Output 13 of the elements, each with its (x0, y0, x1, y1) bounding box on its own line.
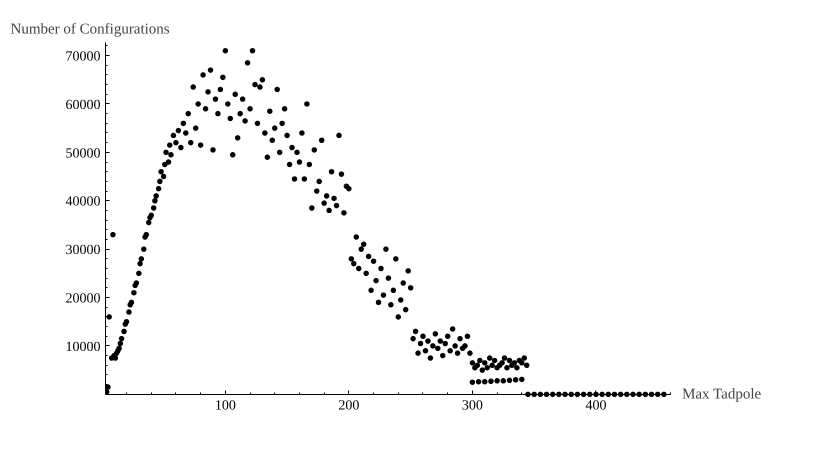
y-tick-label: 20000 (66, 292, 100, 307)
y-tick-label: 30000 (66, 243, 100, 258)
y-axis-title: Number of Configurations (10, 22, 170, 38)
x-tick-label: 400 (585, 398, 606, 414)
y-tick-label: 60000 (66, 98, 100, 113)
y-tick-label: 10000 (66, 340, 100, 355)
y-tick-label: 70000 (66, 50, 100, 65)
x-axis-title: Max Tadpole (682, 386, 762, 402)
x-tick-label: 200 (338, 398, 360, 414)
y-tick-label: 50000 (66, 146, 100, 162)
x-tick-label: 100 (214, 398, 236, 414)
x-tick-label: 300 (462, 398, 483, 414)
y-tick-label: 40000 (66, 194, 100, 210)
